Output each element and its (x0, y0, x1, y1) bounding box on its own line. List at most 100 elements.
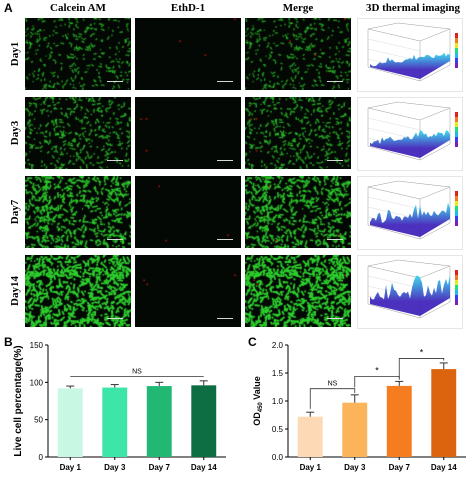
row-label-day3: Day3 (4, 97, 26, 169)
thermal-surface (370, 202, 450, 237)
row-label-day14: Day14 (4, 255, 26, 327)
y-tick-label: 2.0 (272, 341, 284, 350)
thermal-surface (370, 52, 450, 79)
merge-image-day14 (245, 255, 351, 327)
merge-image-day3 (245, 97, 351, 169)
calcein-image-day1 (25, 18, 131, 90)
thermal-surface (370, 274, 450, 316)
thermal-axis-line (419, 301, 451, 319)
scale-bar (217, 239, 233, 240)
thermal-axis-line (397, 259, 451, 267)
row-label-day7-text: Day7 (9, 199, 22, 225)
thermal-colorbar-segment (455, 285, 458, 290)
y-tick-label: 100 (30, 378, 44, 387)
col-header-merge: Merge (282, 2, 314, 14)
thermal-colorbar-segment (455, 221, 458, 226)
thermal-colorbar-segment (455, 295, 458, 300)
merge-image-day7 (245, 176, 351, 248)
bar-day-7 (146, 386, 172, 457)
calcein-image-day7 (25, 176, 131, 248)
thermal-colorbar-segment (455, 196, 458, 201)
bar-day-14 (191, 385, 217, 457)
thermal-plot-day1 (357, 18, 463, 92)
ethd-image-day3 (135, 97, 241, 169)
scale-bar (107, 160, 123, 161)
row-label-day3-text: Day3 (9, 120, 22, 146)
thermal-axis-line (419, 265, 451, 279)
y-axis-label: OD450 Value (252, 376, 264, 426)
panel-b-label: B (4, 335, 13, 349)
thermal-colorbar-segment (455, 191, 458, 196)
thermal-colorbar-segment (455, 201, 458, 206)
row-label-day14-text: Day14 (9, 276, 22, 306)
x-tick-label: Day 3 (344, 463, 366, 472)
thermal-colorbar-segment (455, 216, 458, 221)
significance-label-star: * (420, 347, 424, 357)
thermal-axis-line (419, 143, 451, 161)
thermal-colorbar-segment (455, 132, 458, 137)
thermal-grid-line (367, 117, 421, 131)
thermal-axis-line (367, 101, 399, 109)
thermal-surface (370, 129, 450, 158)
bar-day-1 (297, 416, 323, 457)
thermal-axis-line (397, 101, 451, 109)
bar-day-14 (431, 369, 457, 457)
panel-b-chart: 0 50 100 150 Day 1 Day 3 Day 7 Day 14 Live cell … (13, 341, 226, 472)
y-tick-label: 0 (39, 453, 44, 462)
thermal-axis-line (419, 107, 451, 121)
thermal-grid-line (367, 127, 421, 141)
thermal-axis-line (367, 303, 421, 319)
bar-day-7 (386, 385, 412, 457)
thermal-colorbar-segment (455, 127, 458, 132)
thermal-axis-line (397, 180, 451, 188)
thermal-plot-day3 (357, 97, 463, 171)
thermal-axis-line (367, 224, 421, 240)
merge-image-day1 (245, 18, 351, 90)
thermal-colorbar-segment (455, 290, 458, 295)
thermal-colorbar-segment (455, 206, 458, 211)
thermal-axis-line (419, 64, 451, 82)
calcein-image-day14 (25, 255, 131, 327)
thermal-colorbar-segment (455, 43, 458, 48)
x-tick-label: Day 1 (60, 463, 82, 472)
scale-bar (217, 81, 233, 82)
scale-bar (217, 160, 233, 161)
thermal-plot-day14 (357, 255, 463, 329)
y-axis-label: Live cell percentage(%) (13, 345, 24, 456)
thermal-axis-line (419, 28, 451, 42)
thermal-axis-line (367, 145, 421, 161)
thermal-colorbar-segment (455, 211, 458, 216)
ethd-image-day14 (135, 255, 241, 327)
scale-bar (327, 239, 343, 240)
scale-bar (107, 318, 123, 319)
thermal-axis-line (419, 186, 451, 200)
significance-bracket (309, 388, 356, 409)
bar-day-3 (102, 387, 128, 457)
thermal-colorbar-segment (455, 48, 458, 53)
bar-day-1 (57, 388, 83, 457)
thermal-colorbar-segment (455, 280, 458, 285)
row-label-day7: Day7 (4, 176, 26, 248)
row-label-day1-text: Day1 (9, 41, 22, 67)
thermal-axis-line (397, 22, 451, 30)
y-tick-label: 0.5 (272, 425, 284, 434)
ethd-image-day7 (135, 176, 241, 248)
col-header-ethd: EthD-1 (170, 2, 206, 14)
thermal-colorbar-segment (455, 117, 458, 122)
calcein-image-day3 (25, 97, 131, 169)
thermal-colorbar-segment (455, 270, 458, 275)
ethd-image-day1 (135, 18, 241, 90)
x-tick-label: Day 1 (300, 463, 322, 472)
thermal-colorbar-segment (455, 33, 458, 38)
y-tick-label: 50 (34, 416, 43, 425)
bar-day-3 (342, 402, 368, 457)
y-tick-label: 150 (30, 341, 44, 350)
x-tick-label: Day 7 (389, 463, 411, 472)
thermal-colorbar-segment (455, 300, 458, 305)
scale-bar (217, 318, 233, 319)
thermal-axis-line (367, 265, 421, 279)
significance-label-ns: NS (328, 381, 338, 388)
thermal-axis-line (367, 259, 399, 267)
panel-c-label: C (248, 335, 257, 349)
col-header-calcein: Calcein AM (50, 2, 106, 14)
